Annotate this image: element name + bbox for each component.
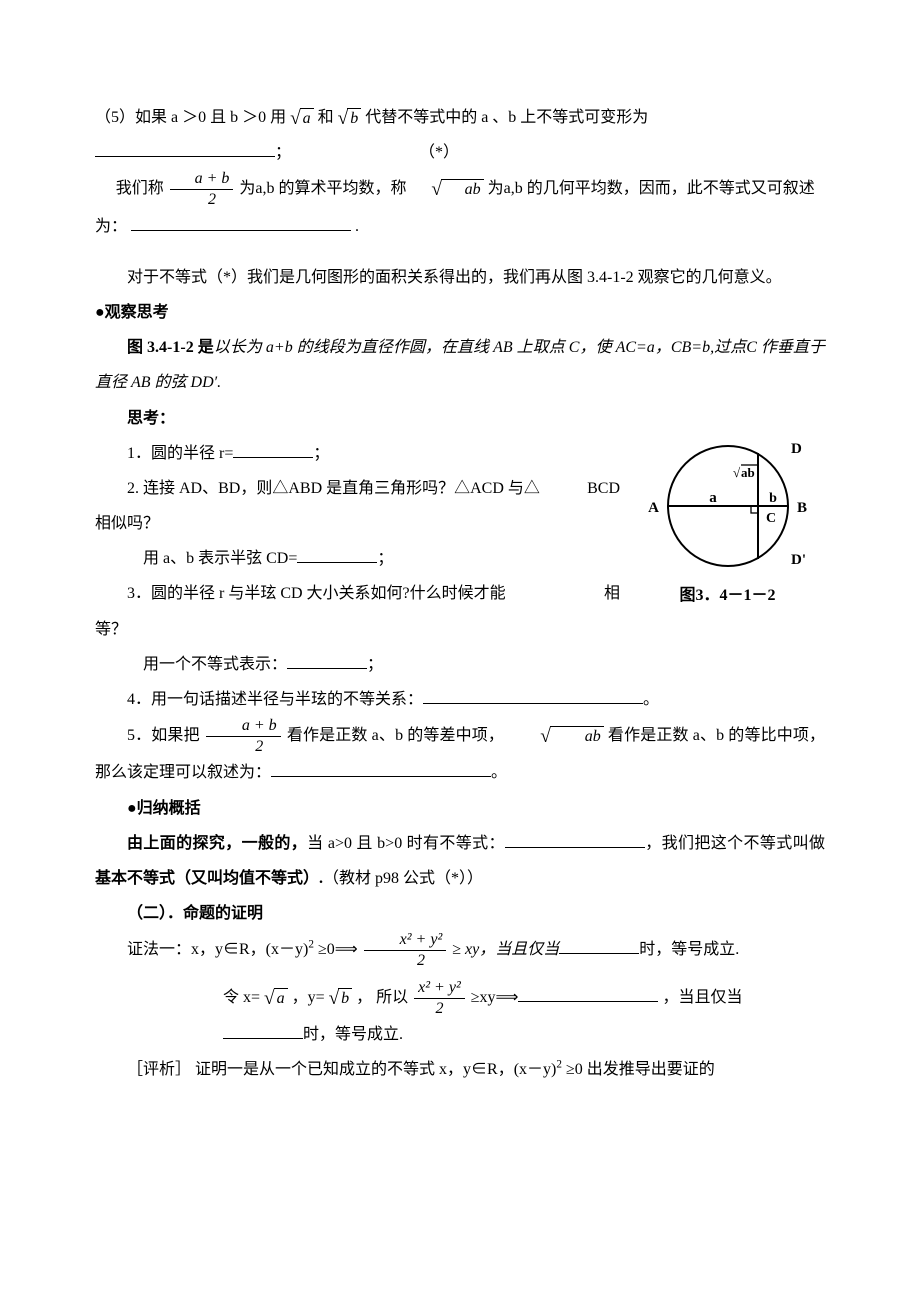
text: （5）如果 a ＞0 且 b ＞0 用 <box>95 109 290 126</box>
text: 证法一：x，y∈R，(x－y) <box>127 941 308 958</box>
spacer <box>95 970 825 980</box>
question-3-line3: 用一个不等式表示： ； <box>95 647 825 682</box>
fill-blank <box>95 140 275 157</box>
paragraph-7: 对于不等式（*）我们是几何图形的面积关系得出的，我们再从图 3.4-1-2 观察… <box>95 260 825 295</box>
fill-blank <box>505 831 645 848</box>
paragraph-9: 由上面的探究，一般的，当 a>0 且 b>0 时有不等式： ，我们把这个不等式叫做… <box>95 826 825 896</box>
text: 5．如果把 <box>127 727 200 744</box>
text: ≥0 出发推导出要证的 <box>562 1061 715 1078</box>
heading-think: 思考： <box>95 401 825 436</box>
sqrt-a-icon: √a <box>264 988 288 1008</box>
fraction-x2y2-over-2: x² + y² 2 <box>414 979 465 1017</box>
text: 和 <box>318 109 334 126</box>
document-page: （5）如果 a ＞0 且 b ＞0 用 √a 和 √b 代替不等式中的 a 、b… <box>0 0 920 1302</box>
figure-3-4-1-2: A B C D D' a b √ ab 图3．4－1－2 <box>630 436 825 613</box>
text: 为a,b 的算术平均数，称 <box>239 180 406 197</box>
fill-blank <box>131 214 351 231</box>
text: ≥ xy，当且仅当 <box>452 941 559 958</box>
paragraph-5: （5）如果 a ＞0 且 b ＞0 用 √a 和 √b 代替不等式中的 a 、b… <box>95 100 825 135</box>
text: ，当且仅当 <box>658 989 742 1006</box>
text: 4．用一句话描述半径与半玹的不等关系： <box>127 691 423 708</box>
fill-blank <box>518 985 658 1002</box>
label-sqrt-ab: √ <box>733 465 741 480</box>
question-4: 4．用一句话描述半径与半玹的不等关系： 。 <box>95 682 825 717</box>
text: 3．圆的半径 r 与半玹 CD 大小关系如何?什么时候才能 <box>127 585 506 602</box>
fill-blank <box>287 652 367 669</box>
text: 相 <box>604 585 620 602</box>
text: 用 a、b 表示半弦 CD= <box>143 550 297 567</box>
circle-diagram-icon: A B C D D' a b √ ab <box>633 436 823 576</box>
heading-observe: ●观察思考 <box>95 295 825 330</box>
text: 用一个不等式表示： <box>143 656 287 673</box>
paragraph-8: 图 3.4-1-2 是以长为 a+b 的线段为直径作圆，在直线 AB 上取点 C… <box>95 330 825 400</box>
fraction-x2y2-over-2: x² + y² 2 <box>364 931 447 969</box>
proof-1: 证法一：x，y∈R，(x－y)2 ≥0⟹ x² + y² 2 ≥ xy，当且仅当… <box>95 931 825 969</box>
fill-blank <box>297 546 377 563</box>
sqrt-ab-icon: √ab <box>411 179 484 199</box>
fill-blank <box>423 687 643 704</box>
blank-line-5: ； （*） <box>95 135 825 170</box>
text: ； <box>377 550 393 567</box>
label-sqrt-ab-rad: ab <box>741 465 755 480</box>
text: 。 <box>491 764 507 781</box>
text: 令 x= <box>223 989 260 1006</box>
text-bold: 由上面的探究，一般的， <box>127 835 307 852</box>
text: ； <box>313 445 329 462</box>
text-bold: 基本不等式（又叫均值不等式）. <box>95 870 323 887</box>
proof-2-line2: 时，等号成立. <box>95 1017 825 1052</box>
text: ，我们把这个不等式叫做 <box>645 835 825 852</box>
text: 2. 连接 AD、BD，则△ABD 是直角三角形吗？△ACD 与△ <box>127 480 540 497</box>
text: ； <box>367 656 383 673</box>
text-bold: 图 3.4-1-2 是 <box>127 339 214 356</box>
fraction-ab-over-2: a + b 2 <box>170 170 234 208</box>
text: ≥xy⟹ <box>471 989 519 1006</box>
text: 相似吗？ <box>95 515 159 532</box>
text: 1．圆的半径 r= <box>127 445 233 462</box>
label-D-top: D <box>791 441 802 457</box>
label-b: b <box>769 491 777 506</box>
text: 看作是正数 a、b 的等差中项， <box>287 727 504 744</box>
label-B: B <box>797 500 807 516</box>
heading-proof: （二）．命题的证明 <box>95 896 825 931</box>
sqrt-b-icon: √b <box>329 988 353 1008</box>
text: ，y= <box>292 989 325 1006</box>
analysis: ［评析］ 证明一是从一个已知成立的不等式 x，y∈R，(x－y)2 ≥0 出发推… <box>95 1052 825 1087</box>
text: （教材 p98 公式（*）） <box>323 870 483 887</box>
text: 证明一是从一个已知成立的不等式 x，y∈R，(x－y) <box>191 1061 556 1078</box>
text: ， 所以 <box>356 989 412 1006</box>
label-C: C <box>766 511 776 526</box>
text: 时，等号成立. <box>303 1026 403 1043</box>
text: 代替不等式中的 a 、b 上不等式可变形为 <box>365 109 648 126</box>
label-A: A <box>648 500 659 516</box>
question-3-line2: 等？ <box>95 612 825 647</box>
text: ≥0⟹ <box>314 941 362 958</box>
fill-blank <box>233 441 313 458</box>
proof-2-line1: 令 x= √a ，y= √b ， 所以 x² + y² 2 ≥xy⟹ ，当且仅当 <box>95 979 825 1017</box>
paragraph-6: 我们称 a + b 2 为a,b 的算术平均数，称 √ab 为a,b 的几何平均… <box>95 170 825 243</box>
analysis-label: ［评析］ <box>127 1061 191 1078</box>
text: 。 <box>643 691 659 708</box>
text: 等？ <box>95 621 127 638</box>
text: BCD <box>587 480 620 497</box>
sqrt-b-icon: √b <box>338 108 362 128</box>
fraction-ab-over-2: a + b 2 <box>206 717 281 755</box>
fill-blank <box>559 937 639 954</box>
text: 为a,b <box>488 180 523 197</box>
star-marker: （*） <box>419 144 459 161</box>
fill-blank <box>223 1022 303 1039</box>
sqrt-ab-icon: √ab <box>508 726 604 746</box>
sqrt-a-icon: √a <box>290 108 314 128</box>
label-D-bot: D' <box>791 552 806 568</box>
spacer <box>95 244 825 260</box>
heading-summarize: ●归纳概括 <box>95 791 825 826</box>
text: 对于不等式（*）我们是几何图形的面积关系得出的，我们再从图 3.4-1-2 观察… <box>127 269 782 286</box>
text: 我们称 <box>116 180 164 197</box>
question-5: 5．如果把 a + b 2 看作是正数 a、b 的等差中项， √ab 看作是正数… <box>95 717 825 790</box>
text: 时，等号成立. <box>639 941 739 958</box>
text: . <box>355 218 359 235</box>
label-a: a <box>709 490 717 506</box>
fill-blank <box>271 760 491 777</box>
text: 当 a>0 且 b>0 时有不等式： <box>307 835 505 852</box>
figure-caption: 图3．4－1－2 <box>630 578 825 613</box>
